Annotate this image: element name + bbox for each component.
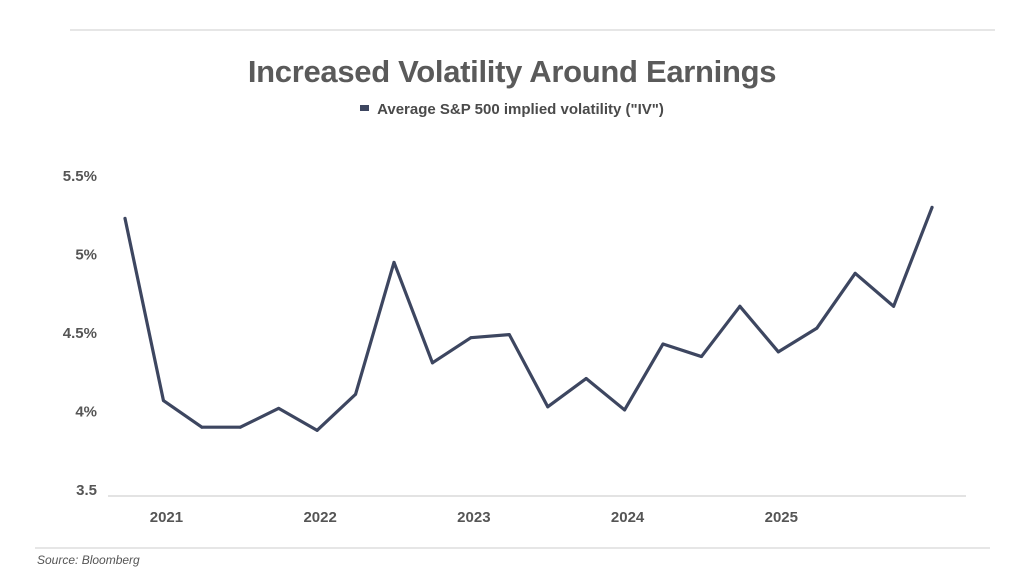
y-tick-label: 5.5% <box>63 168 97 185</box>
data-point <box>161 399 165 403</box>
data-point <box>123 216 127 220</box>
data-point <box>546 405 550 409</box>
data-point <box>507 333 511 337</box>
x-tick-label: 2025 <box>765 509 798 526</box>
data-point <box>892 304 896 308</box>
data-point <box>354 392 358 396</box>
data-point <box>853 271 857 275</box>
data-point <box>430 361 434 365</box>
data-point <box>584 377 588 381</box>
data-point <box>776 350 780 354</box>
legend: Average S&P 500 implied volatility ("IV"… <box>0 101 1024 118</box>
y-tick-label: 5% <box>75 247 97 264</box>
x-tick-label: 2024 <box>611 509 645 526</box>
x-tick-label: 2023 <box>457 509 490 526</box>
source-note: Source: Bloomberg <box>37 553 140 567</box>
top-divider <box>70 29 995 31</box>
data-point <box>315 428 319 432</box>
data-point <box>469 336 473 340</box>
bottom-divider <box>35 547 990 549</box>
y-tick-label: 4% <box>75 404 97 421</box>
data-point <box>392 260 396 264</box>
series-line <box>123 205 934 432</box>
x-tick-label: 2022 <box>303 509 336 526</box>
data-point <box>815 326 819 330</box>
legend-label: Average S&P 500 implied volatility ("IV"… <box>377 101 664 118</box>
data-point <box>738 304 742 308</box>
data-point <box>699 355 703 359</box>
data-point <box>277 406 281 410</box>
chart-title: Increased Volatility Around Earnings <box>247 54 777 89</box>
legend-swatch <box>360 105 370 112</box>
data-point <box>930 205 934 209</box>
data-point <box>661 342 665 346</box>
y-tick-label: 3.5 <box>76 482 97 499</box>
data-point <box>200 425 204 429</box>
x-tick-label: 2021 <box>150 509 183 526</box>
data-point <box>623 408 627 412</box>
y-tick-label: 4.5% <box>63 325 97 342</box>
data-point <box>238 425 242 429</box>
